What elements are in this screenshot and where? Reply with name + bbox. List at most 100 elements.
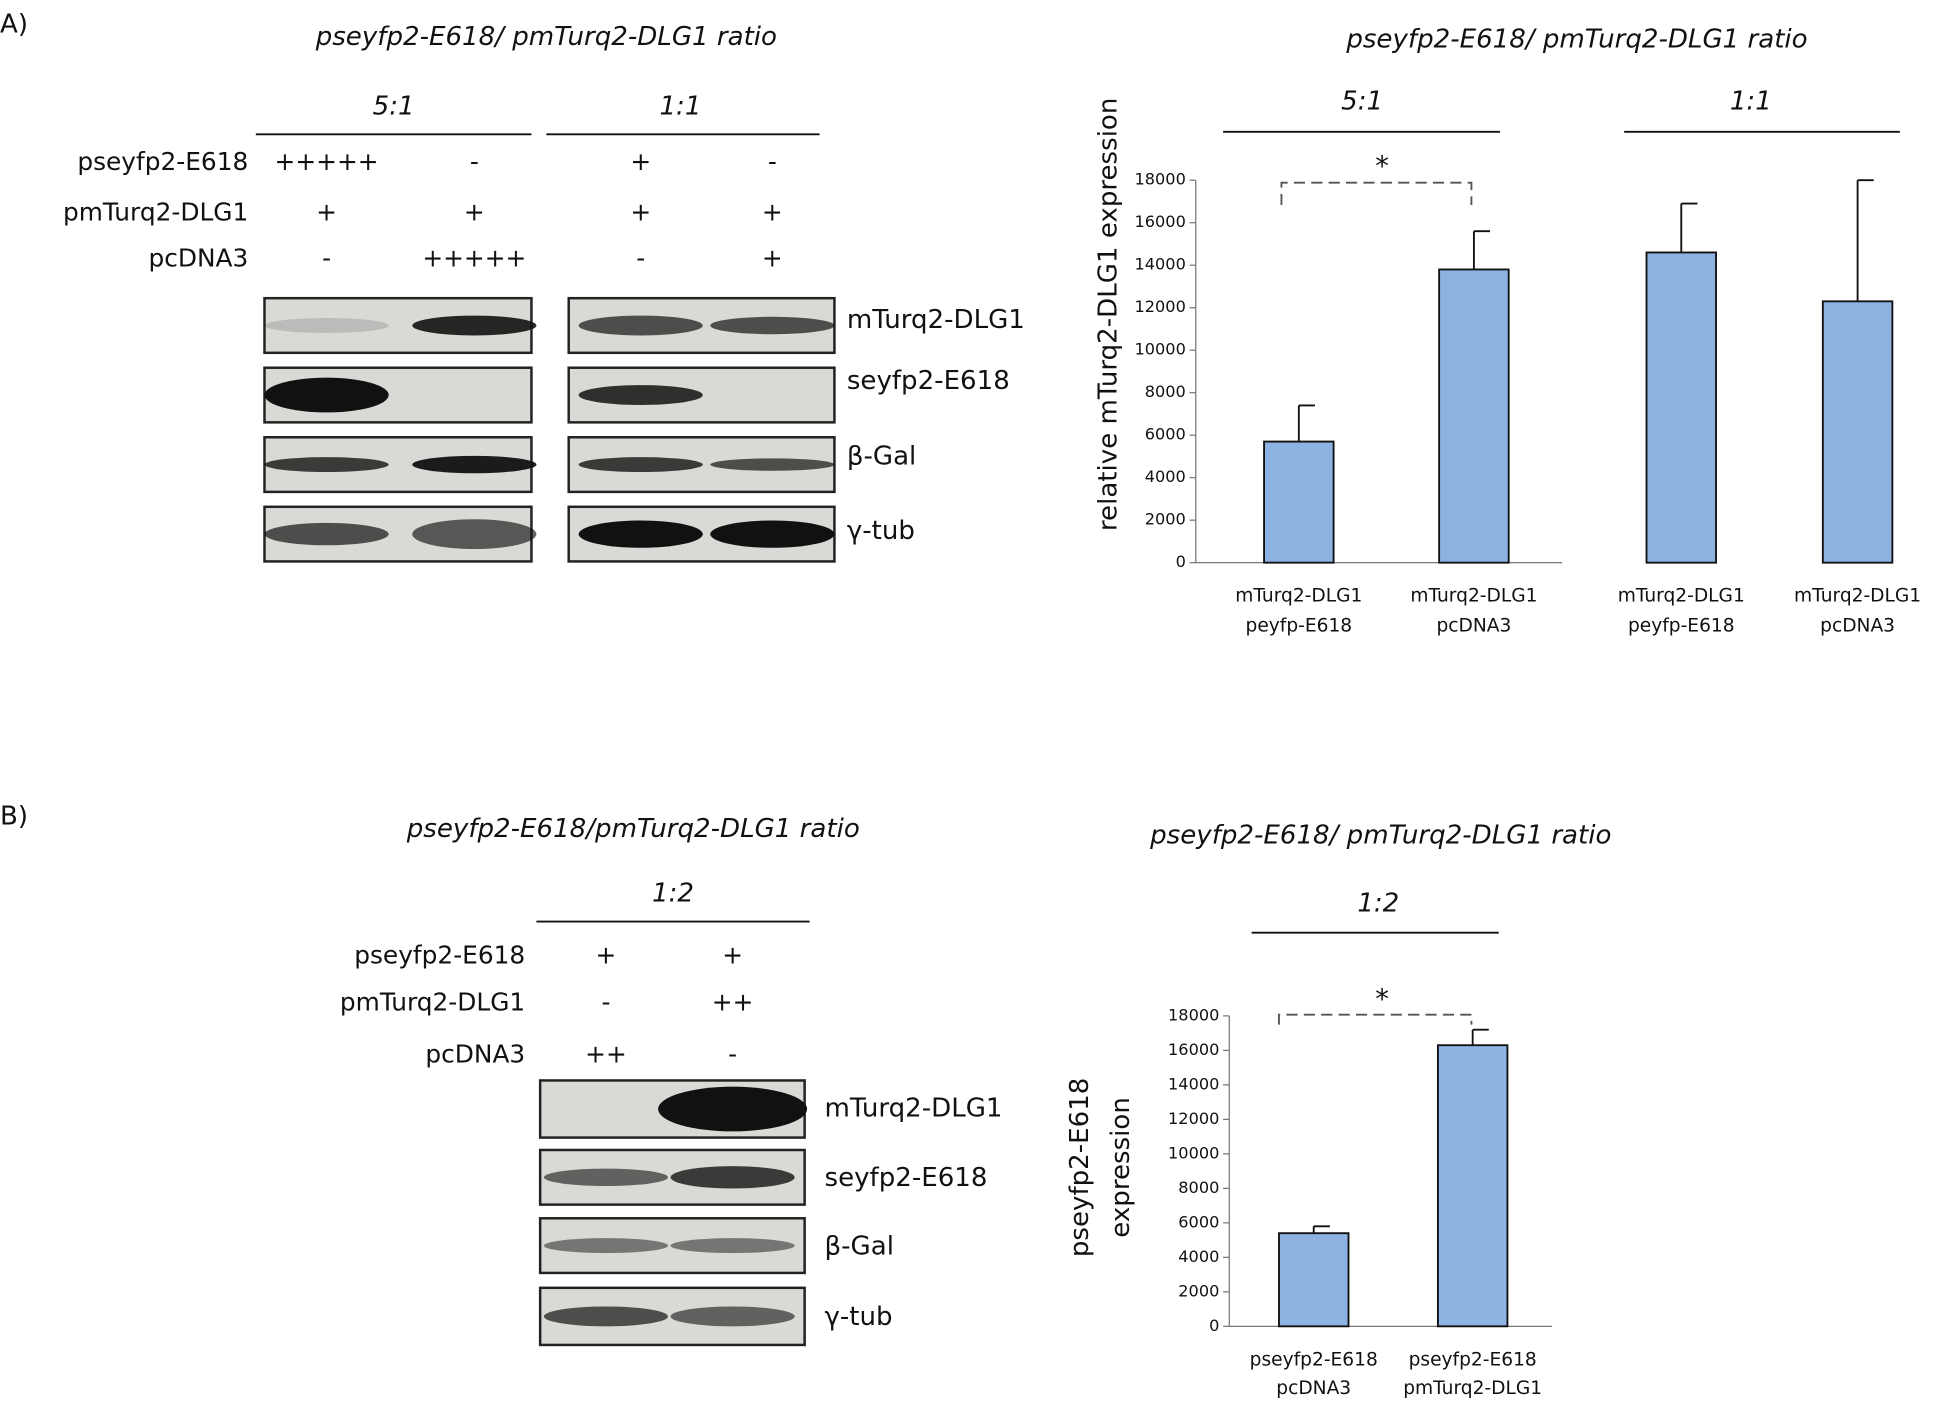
x-tick-label: pseyfp2-E618 [1250, 1349, 1378, 1370]
band [412, 455, 537, 474]
band [710, 458, 835, 471]
y-tick-label: 6000 [1145, 425, 1186, 444]
error-bar [1680, 202, 1698, 253]
sign: +++++ [422, 244, 526, 273]
x-tick-label: mTurq2-DLG1 [1794, 586, 1921, 607]
band [670, 1238, 795, 1254]
y-tick-label: 14000 [1168, 1074, 1219, 1093]
row-label: pmTurq2-DLG1 [63, 198, 248, 227]
band [578, 457, 703, 473]
band [264, 377, 389, 413]
band-label: seyfp2-E618 [847, 366, 1010, 396]
x-tick-label: peyfp-E618 [1246, 615, 1353, 636]
y-tick-label: 18000 [1168, 1005, 1219, 1024]
significance-mark: * [1375, 151, 1389, 182]
row-label: pseyfp2-E618 [354, 940, 525, 969]
y-axis-label: relative mTurq2-DLG1 expression [1093, 98, 1123, 531]
y-tick-label: 14000 [1135, 255, 1186, 274]
x-tick-label: pseyfp2-E618 [1409, 1349, 1537, 1370]
x-tick-label: pmTurq2-DLG1 [1403, 1378, 1542, 1399]
sign: + [762, 198, 783, 227]
band-label: γ-tub [824, 1302, 892, 1332]
sign: + [316, 198, 337, 227]
chart-title: pseyfp2-E618/ pmTurq2-DLG1 ratio [1149, 820, 1611, 850]
ratio-label: 1:1 [659, 91, 701, 121]
group-label: 5:1 [1341, 86, 1383, 116]
significance-mark: * [1375, 984, 1389, 1015]
bar [1438, 268, 1510, 564]
band-label: γ-tub [847, 516, 915, 546]
band [578, 520, 703, 548]
band-label: β-Gal [847, 442, 916, 472]
x-tick-label: mTurq2-DLG1 [1235, 586, 1362, 607]
x-tick-label: pcDNA3 [1276, 1378, 1351, 1399]
x-tick-label: pcDNA3 [1436, 615, 1511, 636]
sign: - [636, 244, 645, 273]
y-tick-label: 10000 [1135, 340, 1186, 359]
row-label: pseyfp2-E618 [77, 147, 248, 176]
y-axis-label: pseyfp2-E618 [1065, 1078, 1095, 1258]
band [578, 315, 703, 336]
bar [1263, 440, 1335, 564]
y-tick-label: 4000 [1178, 1247, 1219, 1266]
y-tick-label: 16000 [1135, 212, 1186, 231]
error-bar [1471, 1028, 1489, 1046]
blot-title: pseyfp2-E618/ pmTurq2-DLG1 ratio [315, 22, 777, 52]
sign: ++ [712, 987, 754, 1016]
error-bar [1856, 179, 1874, 302]
error-bar [1312, 1225, 1330, 1234]
y-tick-label: 10000 [1168, 1143, 1219, 1162]
band-label: β-Gal [824, 1231, 893, 1261]
band [264, 318, 389, 333]
band [412, 519, 537, 550]
bar [1278, 1232, 1350, 1328]
sign: - [601, 987, 610, 1016]
chart-title: pseyfp2-E618/ pmTurq2-DLG1 ratio [1345, 24, 1807, 54]
sign: + [464, 198, 485, 227]
band [670, 1166, 795, 1189]
sign: - [728, 1040, 737, 1069]
row-label: pmTurq2-DLG1 [340, 987, 525, 1016]
sign: - [470, 147, 479, 176]
y-tick-label: 12000 [1135, 297, 1186, 316]
y-tick-label: 4000 [1145, 467, 1186, 486]
blot-title: pseyfp2-E618/pmTurq2-DLG1 ratio [406, 814, 860, 844]
y-tick-label: 12000 [1168, 1109, 1219, 1128]
significance-bracket [1278, 1013, 1473, 1025]
sign: +++++ [275, 147, 379, 176]
band [578, 385, 703, 405]
y-axis-label: expression [1106, 1097, 1136, 1238]
row-label: pcDNA3 [425, 1040, 525, 1069]
band-label: mTurq2-DLG1 [847, 305, 1025, 335]
ratio-label: 1:2 [652, 879, 694, 909]
sign: ++ [585, 1040, 627, 1069]
panel-label: A) [0, 10, 28, 40]
x-tick-label: pcDNA3 [1820, 615, 1895, 636]
error-bar [1297, 404, 1315, 442]
band [658, 1086, 808, 1132]
band [710, 316, 835, 335]
significance-bracket [1280, 181, 1473, 206]
x-tick-label: mTurq2-DLG1 [1618, 586, 1745, 607]
y-tick-label: 6000 [1178, 1212, 1219, 1231]
sign: - [322, 244, 331, 273]
row-label: pcDNA3 [148, 244, 248, 273]
sign: + [596, 940, 617, 969]
band [412, 315, 537, 336]
band [264, 457, 389, 473]
band [543, 1168, 669, 1187]
panel-label: B) [0, 802, 28, 832]
x-tick-label: peyfp-E618 [1628, 615, 1735, 636]
band [670, 1306, 795, 1327]
y-tick-label: 16000 [1168, 1040, 1219, 1059]
y-tick-label: 0 [1209, 1316, 1219, 1335]
sign: - [768, 147, 777, 176]
x-tick-label: mTurq2-DLG1 [1410, 586, 1537, 607]
band [543, 1238, 669, 1254]
error-bar [1472, 230, 1491, 270]
y-tick-label: 2000 [1178, 1281, 1219, 1300]
y-tick-label: 0 [1176, 552, 1186, 571]
ratio-label: 5:1 [373, 91, 415, 121]
group-label: 1:1 [1730, 86, 1772, 116]
